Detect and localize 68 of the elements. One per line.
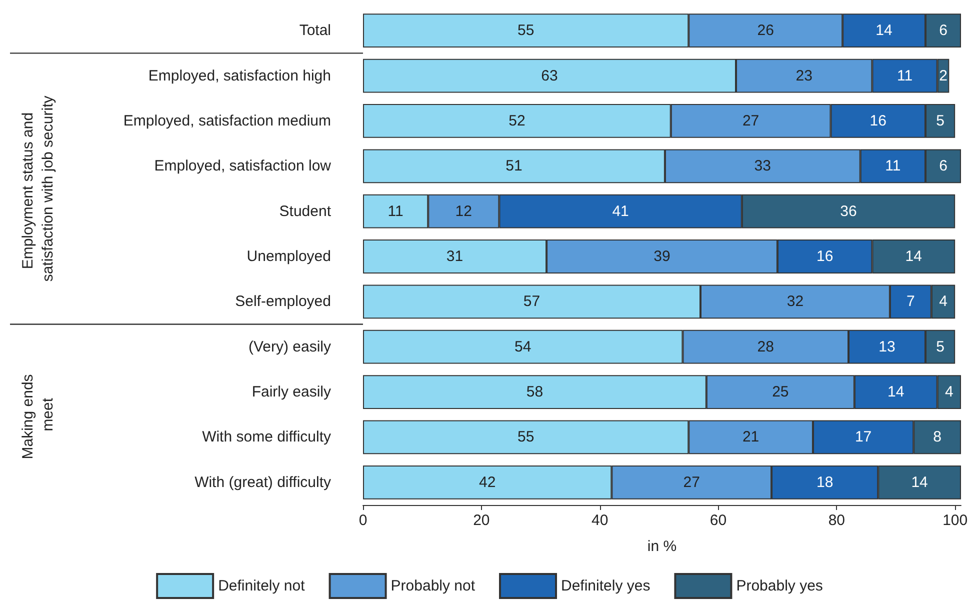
text: Making ends meet — [20, 370, 56, 460]
legend-label: Probably yes — [736, 578, 823, 594]
data-label: 6 — [939, 22, 948, 40]
data-label: 11 — [388, 202, 404, 220]
data-label: 57 — [523, 293, 540, 310]
y-tick-label: Self-employed — [235, 293, 331, 310]
x-tick-label: 20 — [473, 512, 490, 529]
data-label: 25 — [772, 384, 789, 401]
data-label: 5 — [936, 338, 944, 356]
x-tick-label: 100 — [942, 512, 968, 529]
data-label: 4 — [944, 384, 954, 401]
y-tick-label: Fairly easily — [252, 384, 332, 401]
data-label: 33 — [754, 158, 771, 175]
data-label: 8 — [933, 428, 942, 446]
data-label: 16 — [816, 248, 834, 265]
data-label: 32 — [786, 293, 804, 310]
data-label: 16 — [870, 112, 886, 130]
y-tick-label: (Very) easily — [248, 338, 332, 356]
data-label: 5 — [936, 112, 944, 130]
data-label: 58 — [526, 384, 544, 401]
data-label: 11 — [885, 158, 901, 175]
y-tick-label: Employed, satisfaction low — [154, 158, 332, 175]
legend-label: Definitely not — [218, 578, 306, 594]
data-label: 17 — [854, 428, 872, 446]
data-label: 4 — [939, 293, 948, 310]
data-label: 55 — [517, 22, 534, 40]
y-tick-label: With some difficulty — [202, 428, 332, 446]
x-tick-label: 80 — [828, 512, 846, 529]
data-label: 14 — [888, 384, 904, 401]
data-label: 52 — [508, 112, 526, 130]
data-label: 7 — [906, 293, 915, 310]
data-label: 51 — [506, 158, 522, 175]
data-label: 13 — [878, 338, 896, 356]
data-label: 55 — [517, 428, 534, 446]
data-label: 14 — [911, 474, 928, 491]
data-label: 63 — [541, 67, 558, 84]
data-label: 21 — [742, 428, 760, 446]
data-label: 12 — [455, 202, 472, 220]
data-label: 27 — [683, 474, 700, 491]
y-tick-label: Employed, satisfaction medium — [123, 112, 331, 130]
data-label: 36 — [840, 202, 857, 220]
data-label: 6 — [939, 158, 948, 175]
data-label: 31 — [446, 248, 464, 265]
text: Employment status and satisfaction with job security — [20, 95, 56, 282]
data-label: 2 — [939, 67, 948, 84]
data-label: 54 — [514, 338, 532, 356]
data-label: 14 — [905, 248, 922, 265]
data-label: 41 — [612, 202, 629, 220]
x-tick-label: 60 — [710, 512, 727, 529]
y-tick-label: Employed, satisfaction high — [148, 67, 331, 84]
x-tick-label: 40 — [591, 512, 608, 529]
y-tick-label: With (great) difficulty — [194, 474, 332, 491]
data-label: 39 — [654, 248, 670, 265]
data-label: 27 — [742, 112, 760, 130]
x-axis-title: in % — [647, 538, 677, 555]
data-label: 42 — [478, 474, 496, 491]
y-tick-label: Student — [279, 202, 332, 220]
legend-label: Probably not — [390, 578, 476, 594]
data-label: 14 — [876, 22, 892, 40]
x-tick-label: 0 — [358, 512, 368, 529]
y-tick-label: Total — [299, 22, 331, 40]
data-label: 28 — [757, 338, 774, 356]
legend-label: Definitely yes — [561, 578, 650, 594]
data-label: 18 — [816, 474, 834, 491]
y-tick-label: Unemployed — [246, 248, 331, 265]
data-label: 23 — [796, 67, 812, 84]
data-label: 11 — [896, 67, 913, 84]
data-label: 26 — [757, 22, 774, 40]
